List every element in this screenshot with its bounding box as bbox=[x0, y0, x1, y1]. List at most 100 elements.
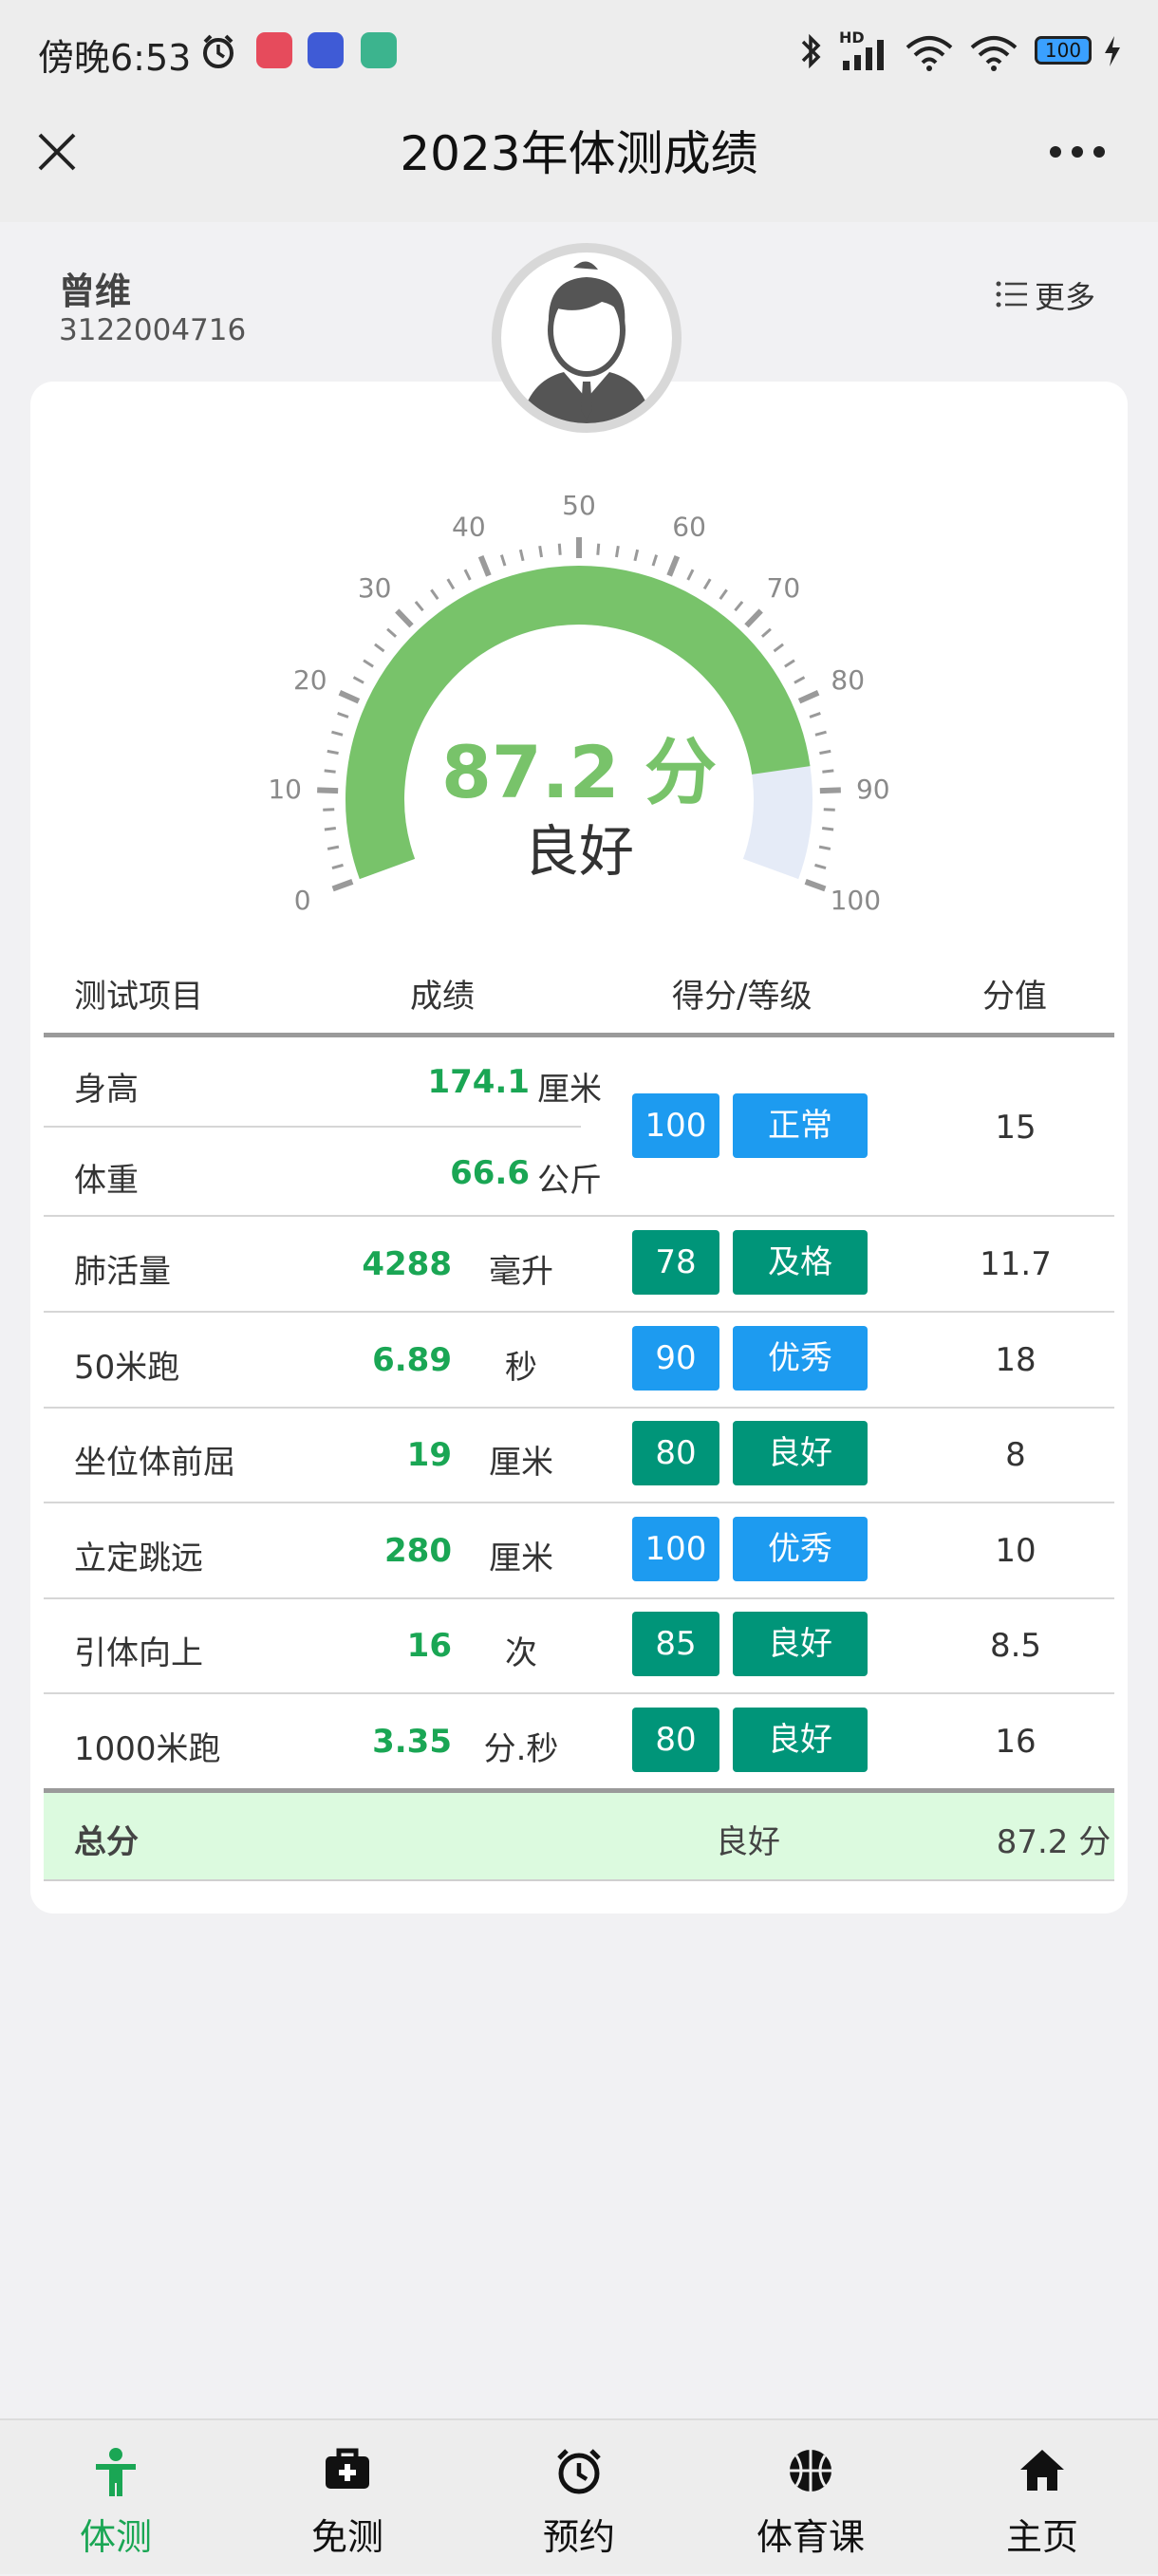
score-gauge: 0 10 20 30 40 50 60 70 80 90 100 bbox=[268, 490, 889, 916]
row-item-name: 体重 bbox=[74, 1162, 139, 1200]
gauge-minor-tick bbox=[557, 543, 562, 555]
score-badge: 100 bbox=[632, 1517, 719, 1581]
gauge-score: 87.2 分 bbox=[441, 730, 717, 814]
gauge-minor-tick bbox=[814, 730, 827, 737]
level-badge: 良好 bbox=[733, 1612, 868, 1676]
score-card bbox=[30, 382, 1128, 1913]
signal-icon bbox=[843, 40, 884, 70]
gauge-tick-label: 50 bbox=[562, 490, 596, 521]
student-id: 3122004716 bbox=[59, 313, 247, 347]
row-value: 66.6 bbox=[450, 1154, 530, 1192]
tab-home[interactable]: 主页 bbox=[926, 2420, 1158, 2576]
bluetooth-icon bbox=[801, 33, 821, 69]
tab-label: 免测 bbox=[310, 2516, 383, 2558]
gauge-minor-tick bbox=[323, 808, 335, 812]
more-options-icon[interactable] bbox=[1048, 142, 1107, 161]
row-value: 19 bbox=[406, 1436, 452, 1474]
gauge-major-tick bbox=[395, 608, 414, 628]
row-value: 4288 bbox=[362, 1245, 452, 1283]
gauge-major-tick bbox=[338, 690, 361, 704]
tab-label: 预约 bbox=[542, 2516, 615, 2558]
row-points: 8 bbox=[1005, 1436, 1026, 1474]
header-points: 分值 bbox=[982, 978, 1047, 1016]
row-unit: 秒 bbox=[505, 1349, 537, 1387]
gauge-tick-label: 60 bbox=[672, 512, 706, 543]
gauge-tick-label: 40 bbox=[452, 512, 486, 543]
total-row: 总分 良好 87.2 分 bbox=[44, 1788, 1114, 1881]
row-unit: 毫升 bbox=[489, 1253, 553, 1291]
chat-notification-icon bbox=[308, 32, 344, 68]
gauge-minor-tick bbox=[430, 588, 439, 601]
total-label: 总分 bbox=[74, 1823, 139, 1861]
row-divider bbox=[44, 1597, 1114, 1599]
level-badge: 正常 bbox=[733, 1093, 868, 1158]
level-badge: 良好 bbox=[733, 1708, 868, 1772]
gauge-tick-labels: 0 10 20 30 40 50 60 70 80 90 100 bbox=[268, 490, 889, 916]
level-badge: 优秀 bbox=[733, 1326, 868, 1391]
gauge-major-tick bbox=[819, 787, 841, 794]
row-value: 3.35 bbox=[372, 1723, 452, 1761]
gauge-minor-tick bbox=[337, 712, 349, 719]
row-unit: 公斤 bbox=[537, 1162, 602, 1200]
gauge-minor-tick bbox=[363, 659, 374, 668]
gauge-minor-tick bbox=[814, 863, 827, 870]
total-points: 87.2 分 bbox=[996, 1823, 1111, 1861]
row-item-name: 引体向上 bbox=[74, 1634, 203, 1672]
level-badge: 良好 bbox=[733, 1421, 868, 1485]
tab-exemption[interactable]: 免测 bbox=[232, 2420, 463, 2576]
gauge-minor-tick bbox=[818, 845, 831, 850]
level-badge: 优秀 bbox=[733, 1517, 868, 1581]
row-item-name: 1000米跑 bbox=[74, 1730, 221, 1768]
gauge-minor-tick bbox=[794, 676, 806, 684]
row-item-name: 坐位体前屈 bbox=[74, 1444, 235, 1482]
gauge-minor-tick bbox=[784, 659, 795, 668]
gauge-minor-tick bbox=[633, 549, 640, 562]
gauge-tick-label: 0 bbox=[294, 885, 311, 916]
battery-indicator: 100 bbox=[1035, 36, 1092, 65]
close-icon[interactable] bbox=[34, 129, 80, 175]
score-badge: 85 bbox=[632, 1612, 719, 1676]
level-badge: 及格 bbox=[733, 1230, 868, 1295]
gauge-minor-tick bbox=[822, 769, 834, 774]
row-divider bbox=[44, 1502, 1114, 1503]
tab-reservation[interactable]: 预约 bbox=[463, 2420, 695, 2576]
tab-fitness-test[interactable]: 体测 bbox=[0, 2420, 232, 2576]
gauge-minor-tick bbox=[596, 543, 601, 555]
header-score-level: 得分/等级 bbox=[672, 978, 812, 1016]
row-item-name: 身高 bbox=[74, 1071, 139, 1109]
gauge-major-tick bbox=[666, 554, 681, 577]
row-divider bbox=[44, 1407, 1114, 1409]
row-value: 174.1 bbox=[427, 1063, 530, 1101]
person-icon bbox=[96, 2448, 136, 2496]
row-unit: 厘米 bbox=[489, 1540, 553, 1577]
gauge-minor-tick bbox=[719, 588, 728, 601]
status-bar: 傍晚6:53 HD 100 bbox=[0, 0, 1158, 104]
gauge-minor-tick bbox=[518, 549, 525, 562]
student-name: 曾维 bbox=[59, 271, 132, 312]
row-points: 11.7 bbox=[980, 1245, 1052, 1283]
gauge-minor-tick bbox=[331, 863, 344, 870]
gauge-tick-label: 10 bbox=[268, 774, 302, 805]
gauge-major-tick bbox=[797, 690, 820, 704]
row-value: 280 bbox=[384, 1532, 452, 1570]
row-divider bbox=[44, 1311, 1114, 1313]
row-value: 6.89 bbox=[372, 1341, 452, 1379]
row-item-name: 立定跳远 bbox=[74, 1540, 203, 1577]
alarm-icon bbox=[203, 34, 233, 68]
tab-pe-class[interactable]: 体育课 bbox=[695, 2420, 926, 2576]
tab-label: 体育课 bbox=[756, 2516, 865, 2558]
score-badge: 90 bbox=[632, 1326, 719, 1391]
hd-label: HD bbox=[839, 28, 865, 47]
gauge-minor-tick bbox=[734, 601, 744, 612]
tab-label: 体测 bbox=[79, 2516, 152, 2558]
row-divider bbox=[44, 1215, 1114, 1217]
alarm-clock-icon bbox=[557, 2449, 601, 2494]
header-item: 测试项目 bbox=[74, 978, 203, 1016]
gauge-tick-label: 70 bbox=[767, 572, 801, 604]
gauge-minor-tick bbox=[760, 627, 772, 638]
gauge-minor-tick bbox=[324, 769, 336, 774]
score-badge: 78 bbox=[632, 1230, 719, 1295]
gauge-major-tick bbox=[477, 554, 492, 577]
gauge-major-tick bbox=[331, 879, 354, 892]
gauge-major-tick bbox=[317, 787, 339, 794]
